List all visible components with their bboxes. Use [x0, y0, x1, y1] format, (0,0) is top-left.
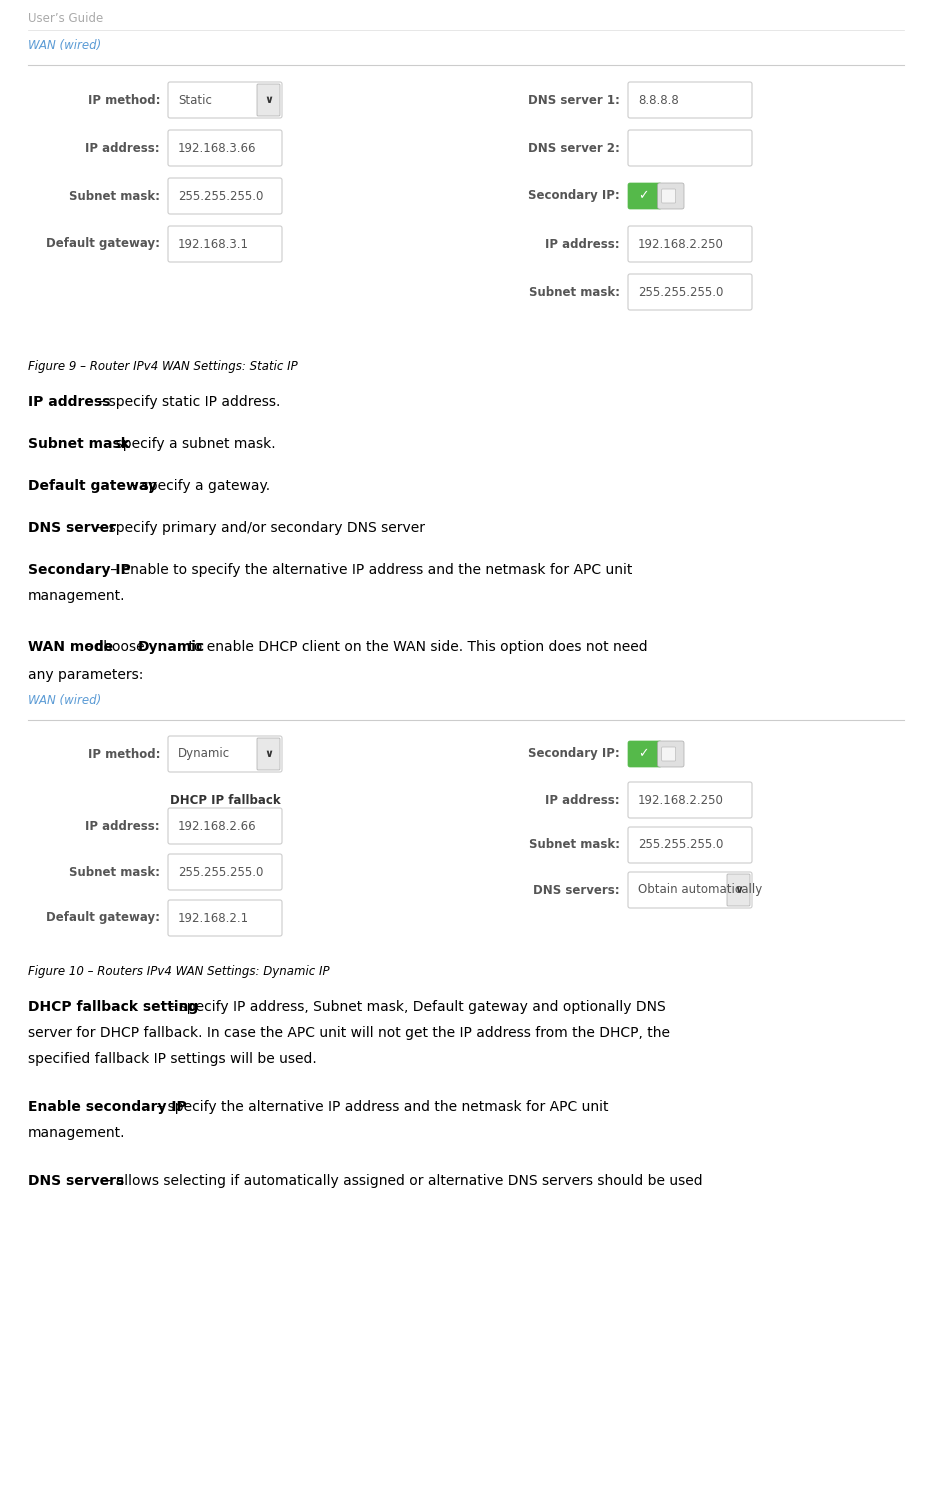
Text: 255.255.255.0: 255.255.255.0 — [178, 866, 264, 878]
FancyBboxPatch shape — [257, 738, 280, 770]
Text: 8.8.8.8: 8.8.8.8 — [638, 93, 678, 107]
Text: Secondary IP:: Secondary IP: — [528, 189, 620, 203]
Text: – allows selecting if automatically assigned or alternative DNS servers should b: – allows selecting if automatically assi… — [100, 1174, 702, 1187]
Text: WAN mode: WAN mode — [28, 639, 114, 654]
FancyBboxPatch shape — [628, 872, 752, 908]
Text: IP address:: IP address: — [545, 237, 620, 251]
Text: 255.255.255.0: 255.255.255.0 — [638, 839, 723, 851]
Text: 255.255.255.0: 255.255.255.0 — [638, 285, 723, 299]
Text: ∨: ∨ — [734, 886, 744, 895]
Text: Dynamic: Dynamic — [138, 639, 205, 654]
Text: ∨: ∨ — [265, 95, 273, 105]
Text: 192.168.2.250: 192.168.2.250 — [638, 237, 724, 251]
Text: to enable DHCP client on the WAN side. This option does not need: to enable DHCP client on the WAN side. T… — [184, 639, 647, 654]
Text: IP address:: IP address: — [86, 820, 160, 833]
Text: Subnet mask:: Subnet mask: — [69, 189, 160, 203]
Text: DNS server 2:: DNS server 2: — [528, 141, 620, 155]
Text: – specify IP address, Subnet mask, Default gateway and optionally DNS: – specify IP address, Subnet mask, Defau… — [165, 1000, 666, 1015]
Text: Figure 10 – Routers IPv4 WAN Settings: Dynamic IP: Figure 10 – Routers IPv4 WAN Settings: D… — [28, 965, 330, 979]
Text: – specify a gateway.: – specify a gateway. — [126, 479, 269, 492]
Text: 192.168.3.1: 192.168.3.1 — [178, 237, 249, 251]
Text: 255.255.255.0: 255.255.255.0 — [178, 189, 264, 203]
Text: DHCP IP fallback: DHCP IP fallback — [170, 794, 281, 806]
FancyBboxPatch shape — [658, 183, 684, 209]
Text: WAN (wired): WAN (wired) — [28, 693, 102, 707]
Text: Secondary IP: Secondary IP — [28, 563, 130, 576]
FancyBboxPatch shape — [628, 227, 752, 263]
Text: – specify the alternative IP address and the netmask for APC unit: – specify the alternative IP address and… — [152, 1100, 608, 1114]
Text: 192.168.2.250: 192.168.2.250 — [638, 794, 724, 806]
Text: ∨: ∨ — [265, 749, 273, 760]
Text: Subnet mask:: Subnet mask: — [69, 866, 160, 878]
Text: IP method:: IP method: — [88, 93, 160, 107]
FancyBboxPatch shape — [168, 83, 282, 119]
Text: DNS server: DNS server — [28, 521, 116, 534]
FancyBboxPatch shape — [168, 131, 282, 167]
Text: management.: management. — [28, 588, 126, 603]
Text: WAN (wired): WAN (wired) — [28, 39, 102, 53]
FancyBboxPatch shape — [168, 854, 282, 890]
FancyBboxPatch shape — [628, 183, 662, 209]
FancyBboxPatch shape — [628, 83, 752, 119]
FancyBboxPatch shape — [168, 179, 282, 215]
FancyBboxPatch shape — [628, 741, 662, 767]
FancyBboxPatch shape — [168, 227, 282, 263]
Text: 192.168.2.66: 192.168.2.66 — [178, 820, 256, 833]
FancyBboxPatch shape — [168, 808, 282, 844]
Text: Default gateway:: Default gateway: — [46, 911, 160, 925]
Text: Default gateway:: Default gateway: — [46, 237, 160, 251]
Text: IP method:: IP method: — [88, 747, 160, 761]
Text: Secondary IP:: Secondary IP: — [528, 747, 620, 761]
Text: 192.168.3.66: 192.168.3.66 — [178, 141, 256, 155]
Text: Subnet mask:: Subnet mask: — [529, 839, 620, 851]
Text: DNS server 1:: DNS server 1: — [528, 93, 620, 107]
FancyBboxPatch shape — [658, 741, 684, 767]
Text: – specify primary and/or secondary DNS server: – specify primary and/or secondary DNS s… — [93, 521, 425, 534]
FancyBboxPatch shape — [257, 84, 280, 116]
Text: IP address:: IP address: — [86, 141, 160, 155]
Text: Figure 9 – Router IPv4 WAN Settings: Static IP: Figure 9 – Router IPv4 WAN Settings: Sta… — [28, 360, 297, 374]
Text: Enable secondary IP: Enable secondary IP — [28, 1100, 186, 1114]
FancyBboxPatch shape — [628, 782, 752, 818]
Text: IP address:: IP address: — [545, 794, 620, 806]
Text: DHCP fallback setting: DHCP fallback setting — [28, 1000, 199, 1015]
Text: – specify static IP address.: – specify static IP address. — [93, 395, 281, 408]
Text: Static: Static — [178, 93, 212, 107]
Text: User’s Guide: User’s Guide — [28, 12, 103, 26]
Text: specified fallback IP settings will be used.: specified fallback IP settings will be u… — [28, 1052, 317, 1066]
Text: IP address: IP address — [28, 395, 110, 408]
Text: – choose: – choose — [80, 639, 149, 654]
Text: ✓: ✓ — [638, 189, 649, 203]
Text: Subnet mask:: Subnet mask: — [529, 285, 620, 299]
FancyBboxPatch shape — [727, 874, 750, 907]
Text: – specify a subnet mask.: – specify a subnet mask. — [100, 437, 275, 450]
Text: management.: management. — [28, 1126, 126, 1139]
Text: Subnet mask: Subnet mask — [28, 437, 130, 450]
FancyBboxPatch shape — [662, 189, 676, 203]
FancyBboxPatch shape — [168, 735, 282, 772]
Text: 192.168.2.1: 192.168.2.1 — [178, 911, 249, 925]
Text: server for DHCP fallback. In case the APC unit will not get the IP address from : server for DHCP fallback. In case the AP… — [28, 1027, 670, 1040]
Text: DNS servers: DNS servers — [28, 1174, 124, 1187]
Text: – enable to specify the alternative IP address and the netmask for APC unit: – enable to specify the alternative IP a… — [106, 563, 633, 576]
Text: Default gateway: Default gateway — [28, 479, 157, 492]
FancyBboxPatch shape — [628, 131, 752, 167]
Text: Obtain automatically: Obtain automatically — [638, 884, 762, 896]
Text: any parameters:: any parameters: — [28, 668, 144, 681]
Text: Dynamic: Dynamic — [178, 747, 230, 761]
FancyBboxPatch shape — [168, 901, 282, 937]
FancyBboxPatch shape — [662, 747, 676, 761]
FancyBboxPatch shape — [628, 275, 752, 311]
Text: ✓: ✓ — [638, 747, 649, 761]
FancyBboxPatch shape — [628, 827, 752, 863]
Text: DNS servers:: DNS servers: — [533, 884, 620, 896]
